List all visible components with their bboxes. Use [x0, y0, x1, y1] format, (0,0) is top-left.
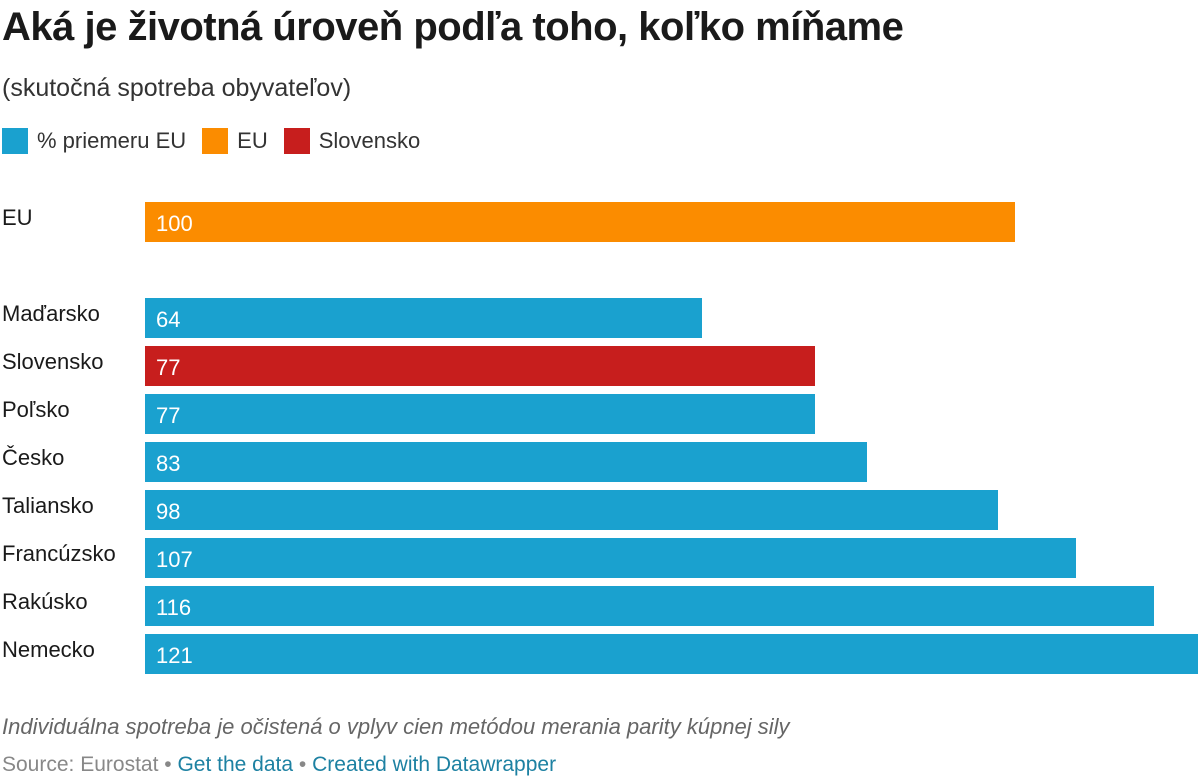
- value-label: 77: [156, 403, 181, 428]
- value-label: 121: [156, 643, 193, 668]
- category-label: Rakúsko: [2, 589, 88, 614]
- value-label: 64: [156, 307, 181, 332]
- chart-notes: Individuálna spotreba je očistená o vply…: [2, 714, 790, 739]
- legend-label: Slovensko: [318, 128, 421, 153]
- category-label: Maďarsko: [2, 301, 100, 326]
- bar-row: EU 100: [0, 202, 1200, 242]
- bar: [145, 634, 1198, 674]
- category-label: Taliansko: [2, 493, 94, 518]
- bar-row: Maďarsko 64: [0, 298, 1200, 338]
- bar: [145, 298, 702, 338]
- legend-item: Slovensko: [283, 128, 421, 154]
- footer-separator: •: [298, 753, 307, 776]
- legend-label: % priemeru EU: [37, 128, 187, 153]
- datawrapper-link[interactable]: Created with Datawrapper: [312, 753, 557, 776]
- category-label: EU: [2, 205, 33, 230]
- chart-footer: Source: Eurostat • Get the data • Create…: [2, 750, 556, 780]
- category-label: Nemecko: [2, 637, 95, 662]
- chart-subtitle: (skutočná spotreba obyvateľov): [2, 74, 352, 102]
- legend-swatch: [202, 128, 229, 154]
- source-text: Source: Eurostat: [2, 753, 159, 776]
- category-label: Francúzsko: [2, 541, 116, 566]
- legend-label: EU: [237, 128, 268, 153]
- bar: [145, 346, 815, 386]
- bar: [145, 202, 1015, 242]
- bar: [145, 442, 867, 482]
- value-label: 77: [156, 355, 181, 380]
- legend-swatch: [283, 128, 310, 154]
- category-label: Slovensko: [2, 349, 104, 374]
- bar-row: Slovensko 77: [0, 346, 1200, 386]
- bar-chart: EU 100 Maďarsko 64 Slovensko 77 Poľsko 77 Česko 8…: [0, 190, 1200, 690]
- bar-row: Nemecko 121: [0, 634, 1200, 674]
- get-data-link[interactable]: Get the data: [177, 753, 294, 776]
- bar-row: Poľsko 77: [0, 394, 1200, 434]
- value-label: 100: [156, 211, 193, 236]
- value-label: 107: [156, 547, 193, 572]
- value-label: 83: [156, 451, 181, 476]
- bar: [145, 586, 1154, 626]
- bar: [145, 490, 998, 530]
- category-label: Česko: [2, 445, 65, 470]
- legend-item: % priemeru EU: [2, 128, 186, 154]
- legend-swatch: [2, 128, 28, 154]
- bar-row: Rakúsko 116: [0, 586, 1200, 626]
- value-label: 116: [156, 595, 192, 620]
- bar: [145, 394, 815, 434]
- bar-row: Taliansko 98: [0, 490, 1200, 530]
- category-label: Poľsko: [2, 397, 70, 422]
- footer-separator: •: [164, 753, 172, 776]
- bar: [145, 538, 1076, 578]
- legend-item: EU: [202, 128, 268, 154]
- bar-row: Česko 83: [0, 442, 1200, 482]
- bar-row: Francúzsko 107: [0, 538, 1200, 578]
- value-label: 98: [156, 499, 181, 524]
- chart-title: Aká je životná úroveň podľa toho, koľko …: [2, 5, 904, 49]
- legend: % priemeru EU EU Slovensko: [2, 126, 436, 156]
